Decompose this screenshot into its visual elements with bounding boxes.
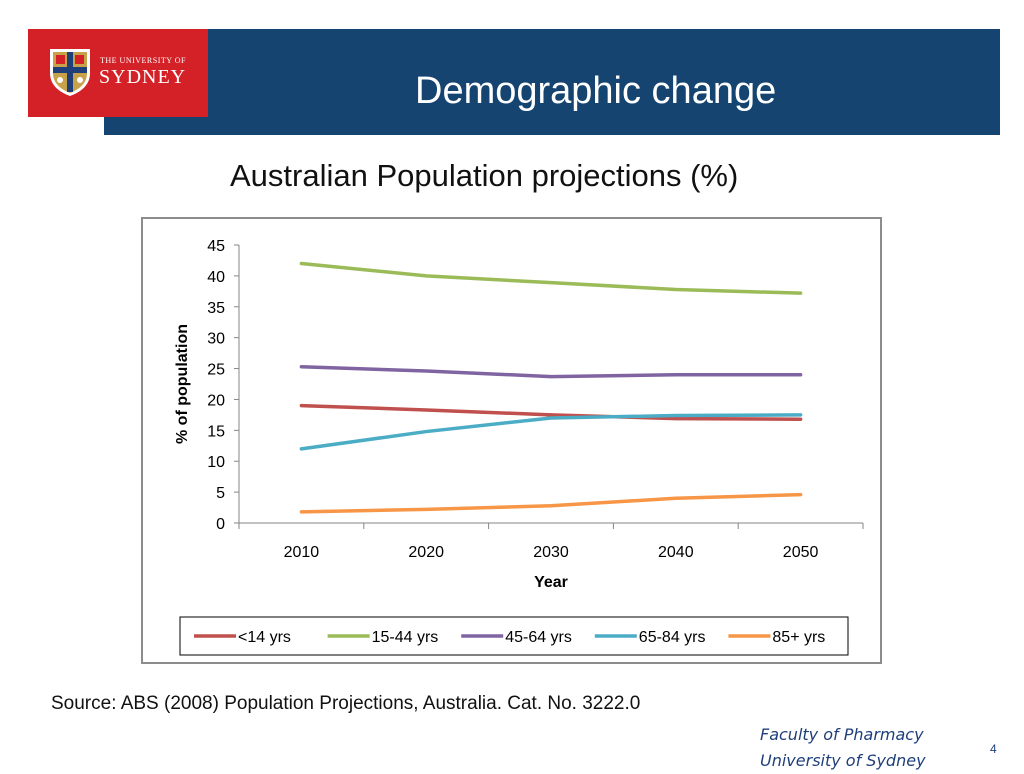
header-bar: Demographic change bbox=[104, 29, 1000, 135]
legend-label: <14 yrs bbox=[238, 629, 291, 646]
series-line-1 bbox=[299, 403, 803, 421]
y-axis-title: % of population bbox=[174, 324, 191, 444]
y-tick-label: 40 bbox=[207, 269, 225, 286]
x-tick-label: 2040 bbox=[658, 544, 694, 561]
x-tick-label: 2010 bbox=[284, 544, 320, 561]
y-tick-label: 10 bbox=[207, 454, 225, 471]
y-tick-label: 35 bbox=[207, 300, 225, 317]
chart-frame: 0 5 10 15 20 25 30 35 40 45 2010 2020 2030 2040 2050 Ye… bbox=[141, 217, 882, 664]
legend-label: 45-64 yrs bbox=[505, 629, 572, 646]
y-tick-label: 30 bbox=[207, 331, 225, 348]
y-tick-label: 15 bbox=[207, 423, 225, 440]
logo-caption: THE UNIVERSITY OF bbox=[100, 56, 186, 65]
x-tick-label: 2020 bbox=[408, 544, 444, 561]
logo-wordmark: SYDNEY bbox=[99, 66, 187, 88]
y-tick-label: 45 bbox=[207, 238, 225, 255]
faculty-line-1: Faculty of Pharmacy bbox=[760, 725, 924, 744]
university-logo: THE UNIVERSITY OF SYDNEY bbox=[28, 29, 208, 117]
source-citation: Source: ABS (2008) Population Projection… bbox=[51, 693, 641, 714]
x-tick-label: 2050 bbox=[783, 544, 819, 561]
faculty-line-2: University of Sydney bbox=[760, 751, 926, 770]
series-line-5 bbox=[299, 492, 803, 514]
y-tick-label: 5 bbox=[216, 485, 225, 502]
series-line-4 bbox=[299, 413, 803, 451]
faculty-footer: Faculty of Pharmacy University of Sydney bbox=[760, 722, 926, 774]
series-line-2 bbox=[299, 261, 803, 295]
line-chart: 0 5 10 15 20 25 30 35 40 45 2010 2020 2030 2040 2050 Ye… bbox=[174, 238, 864, 656]
slide-number: 4 bbox=[990, 742, 997, 756]
y-tick-label: 20 bbox=[207, 392, 225, 409]
page-title: Demographic change bbox=[415, 70, 777, 112]
y-tick-label: 0 bbox=[216, 516, 225, 533]
chart-heading: Australian Population projections (%) bbox=[230, 158, 739, 193]
series-line-3 bbox=[299, 364, 803, 379]
legend-label: 85+ yrs bbox=[772, 629, 825, 646]
x-tick-label: 2030 bbox=[533, 544, 569, 561]
legend-label: 65-84 yrs bbox=[639, 629, 706, 646]
x-axis-title: Year bbox=[534, 574, 568, 591]
crest-icon bbox=[50, 49, 90, 96]
legend-label: 15-44 yrs bbox=[372, 629, 439, 646]
y-tick-label: 25 bbox=[207, 362, 225, 379]
